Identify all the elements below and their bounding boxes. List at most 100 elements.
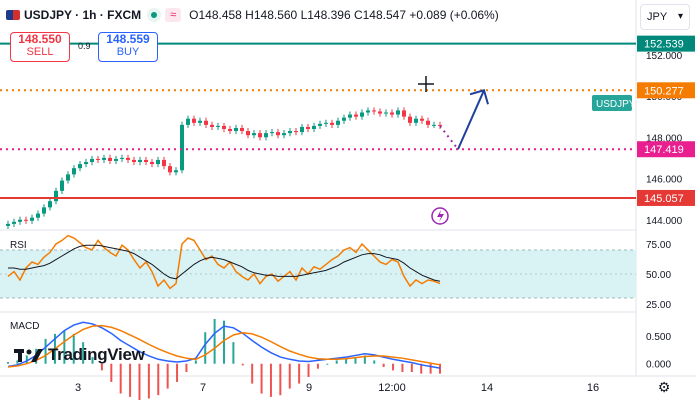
rsi-tick-label: 25.00: [646, 300, 671, 311]
candle-body: [438, 124, 442, 126]
symbol-title[interactable]: USDJPY · 1h · FXCM: [24, 8, 142, 22]
macd-histogram-bar: [354, 357, 357, 364]
candle-body: [150, 162, 154, 165]
macd-histogram-bar: [100, 363, 103, 371]
candle-body: [378, 111, 382, 114]
settings-gear-icon[interactable]: ⚙: [657, 379, 671, 395]
candle-body: [210, 124, 214, 127]
candle-body: [36, 213, 40, 218]
candle-body: [264, 133, 268, 138]
candle-body: [360, 112, 364, 117]
macd-histogram-bar: [260, 363, 263, 394]
macd-histogram-bar: [316, 363, 319, 369]
sell-button[interactable]: 148.550 SELL: [10, 32, 70, 62]
macd-histogram-bar: [363, 355, 366, 364]
time-tick-label: 9: [306, 382, 312, 394]
macd-histogram-bar: [307, 363, 310, 377]
buy-button[interactable]: 148.559 BUY: [98, 32, 158, 62]
candle-body: [120, 157, 124, 159]
macd-pane-label: MACD: [10, 321, 40, 332]
rsi-line: [7, 234, 441, 290]
level-price-label: 145.057: [644, 193, 684, 205]
macd-histogram-bar: [25, 355, 28, 364]
level-price-label: 150.277: [644, 85, 684, 97]
spread-value: 0.9: [78, 41, 91, 51]
candle-body: [78, 164, 82, 169]
macd-histogram-bar: [298, 363, 301, 384]
candle-body: [168, 166, 172, 173]
candle-body: [258, 133, 262, 138]
macd-histogram-bar: [204, 332, 207, 364]
candle-body: [174, 170, 178, 173]
candle-body: [252, 133, 256, 136]
rsi-ma-line: [8, 244, 441, 282]
tradingview-logo-text: TradingView: [48, 345, 145, 364]
candle-body: [276, 132, 280, 136]
candle-body: [408, 116, 412, 123]
macd-histogram-bar: [176, 363, 179, 382]
price-tick-label: 144.000: [646, 216, 683, 227]
candle-body: [306, 126, 310, 129]
symbol-tag-label: USDJPY: [596, 99, 636, 110]
candle-body: [396, 110, 400, 115]
candle-body: [342, 117, 346, 121]
candle-body: [144, 159, 148, 162]
candle-body: [138, 159, 142, 162]
time-tick-label: 14: [481, 382, 493, 394]
currency-selector[interactable]: JPY: [640, 4, 690, 30]
level-price-tag: [637, 141, 695, 158]
candle-body: [30, 217, 34, 221]
candle-body: [84, 162, 88, 165]
macd-histogram-bar: [110, 363, 113, 382]
tradingview-logo: TradingView: [14, 345, 145, 365]
rsi-pane-label: RSI: [10, 240, 27, 251]
candle-body: [240, 127, 244, 132]
candle-body: [126, 157, 130, 160]
candle-body: [402, 110, 406, 117]
macd-histogram-bar: [269, 363, 272, 397]
macd-histogram-bar: [439, 363, 441, 374]
buy-price: 148.559: [106, 32, 150, 46]
candle-body: [300, 126, 304, 133]
rsi-tick-label: 75.00: [646, 240, 671, 251]
macd-histogram-bar: [288, 363, 291, 389]
candle-body: [288, 131, 292, 134]
candle-body: [72, 168, 76, 175]
candle-body: [186, 118, 190, 125]
macd-histogram-bar: [223, 320, 225, 364]
projection-arrow-line: [457, 89, 485, 150]
candle-body: [24, 219, 28, 221]
macd-histogram-bar: [194, 360, 197, 364]
candle-body: [384, 112, 388, 114]
macd-histogram-bar: [44, 338, 47, 364]
macd-histogram-bar: [166, 363, 169, 389]
candle-body: [60, 180, 64, 191]
macd-histogram-bar: [345, 358, 348, 364]
candle-body: [90, 158, 94, 162]
market-open-dot-icon: [147, 8, 162, 22]
macd-histogram-bar: [429, 363, 432, 374]
macd-histogram-bar: [279, 363, 282, 396]
us-japan-flag-icon: [6, 10, 20, 20]
candle-body: [414, 118, 418, 123]
candle-body: [348, 114, 352, 118]
macd-histogram-bar: [7, 362, 9, 364]
candle-body: [192, 118, 196, 123]
sell-price: 148.550: [18, 32, 62, 46]
candle-body: [312, 125, 316, 129]
candle-body: [234, 127, 238, 132]
candle-body: [180, 124, 184, 171]
macd-histogram-bar: [251, 363, 254, 384]
chart-header: USDJPY · 1h · FXCM ≈ O148.458 H148.560 L…: [6, 8, 499, 22]
candle-body: [96, 158, 100, 160]
macd-histogram-bar: [213, 318, 216, 364]
symbol-tag-box: [592, 94, 632, 111]
candle-body: [282, 133, 286, 136]
macd-histogram-bar: [185, 363, 188, 372]
candle-body: [48, 201, 52, 208]
indicator-wave-icon[interactable]: ≈: [165, 8, 182, 22]
candle-body: [390, 112, 394, 115]
candle-body: [18, 219, 22, 222]
time-tick-label: 16: [587, 382, 599, 394]
candle-body: [198, 120, 202, 123]
